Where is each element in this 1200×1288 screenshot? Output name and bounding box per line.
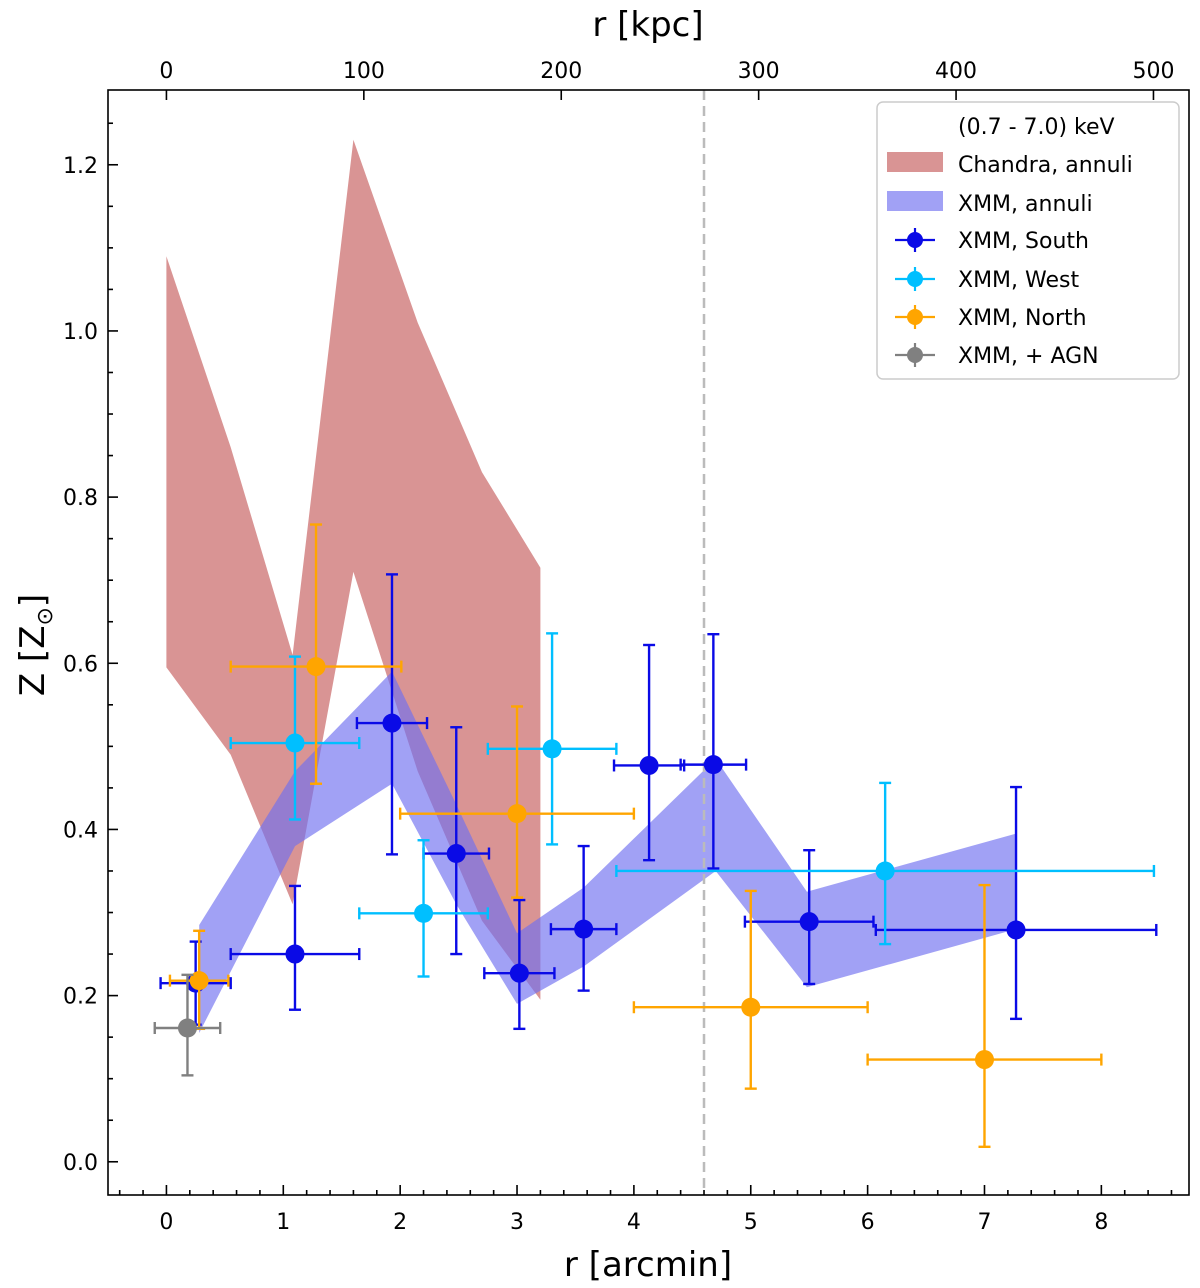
point-xmm-west-1-marker (414, 903, 434, 923)
legend-label-xmm-annuli: XMM, annuli (958, 192, 1093, 217)
x-tick-label-1: 1 (276, 1210, 290, 1235)
legend-marker-xmm-agn (895, 343, 935, 367)
x-axis-title: r [arcmin] (564, 1245, 732, 1285)
legend: (0.7 - 7.0) keV Chandra, annuli XMM, ann… (876, 101, 1180, 380)
point-xmm-south-9-marker (1006, 920, 1026, 940)
series-layer (153, 523, 1158, 1149)
x-tick-label-2: 2 (393, 1210, 407, 1235)
y-tick-label-4: 0.8 (63, 486, 98, 511)
legend-marker-xmm-north (895, 305, 935, 329)
top-tick-label-2: 200 (540, 59, 582, 84)
y-axis-title-close: ] (13, 594, 53, 607)
x-tick-label-8: 8 (1094, 1210, 1108, 1235)
point-xmm-north-1-marker (306, 657, 326, 677)
point-xmm-south-5-marker (574, 919, 594, 939)
legend-box (876, 101, 1180, 380)
series-xmm-west (229, 632, 1156, 978)
point-xmm-south-2-marker (382, 713, 402, 733)
x-tick-label-0: 0 (159, 1210, 173, 1235)
point-xmm-agn-0-marker (177, 1018, 197, 1038)
y-axis-title-main: Z [Z (13, 626, 53, 697)
point-xmm-south-3-marker (446, 844, 466, 864)
x-tick-label-4: 4 (627, 1210, 641, 1235)
legend-marker-xmm-west (895, 267, 935, 291)
y-tick-label-6: 1.2 (63, 154, 98, 179)
top-axis-title: r [kpc] (592, 5, 703, 45)
x-tick-label-5: 5 (744, 1210, 758, 1235)
point-xmm-north-0-marker (189, 971, 209, 991)
x-tick-label-6: 6 (861, 1210, 875, 1235)
legend-label-xmm-west: XMM, West (958, 268, 1079, 293)
point-xmm-south-7-marker (703, 755, 723, 775)
point-xmm-south-1-marker (285, 944, 305, 964)
series-xmm-agn (153, 973, 222, 1077)
point-xmm-south-6-marker (639, 755, 659, 775)
point-xmm-south-4-marker (509, 963, 529, 983)
legend-label-xmm-agn: XMM, + AGN (958, 344, 1099, 369)
y-axis-title-sun-symbol: ⊙ (33, 607, 58, 625)
y-tick-label-3: 0.6 (63, 652, 98, 677)
series-xmm-north (168, 523, 1103, 1149)
legend-label-xmm-south: XMM, South (958, 229, 1089, 254)
band-xmm-annuli (199, 671, 1016, 1033)
point-xmm-west-3-marker (875, 861, 895, 881)
x-tick-label-7: 7 (977, 1210, 991, 1235)
y-tick-label-5: 1.0 (63, 320, 98, 345)
y-tick-label-1: 0.2 (63, 985, 98, 1010)
point-xmm-north-2-marker (507, 804, 527, 824)
y-axis-title: Z [Z⊙] (13, 594, 58, 696)
top-tick-label-5: 500 (1132, 59, 1174, 84)
y-tick-label-2: 0.4 (63, 818, 98, 843)
point-xmm-north-3-marker (741, 997, 761, 1017)
y-tick-label-0: 0.0 (63, 1151, 98, 1176)
point-xmm-south-8-marker (799, 912, 819, 932)
ticks-layer: 0 1 2 3 4 5 6 7 8 0.0 0.2 0.4 0.6 0.8 1.0 1.2 0 100 200 300… (63, 59, 1174, 1235)
legend-marker-xmm-south (895, 228, 935, 252)
top-tick-label-0: 0 (159, 59, 173, 84)
top-tick-label-4: 400 (935, 59, 977, 84)
top-tick-label-1: 100 (343, 59, 385, 84)
point-xmm-west-2-marker (542, 739, 562, 759)
x-tick-label-3: 3 (510, 1210, 524, 1235)
band-chandra-annuli (166, 139, 541, 1000)
point-xmm-north-4-marker (974, 1050, 994, 1070)
legend-label-xmm-north: XMM, North (958, 306, 1087, 331)
bands-layer (166, 139, 1016, 1033)
top-tick-label-3: 300 (738, 59, 780, 84)
point-xmm-west-0-marker (285, 733, 305, 753)
legend-swatch-xmm-annuli (887, 191, 943, 211)
legend-title: (0.7 - 7.0) keV (958, 115, 1115, 140)
series-xmm-south (159, 573, 1158, 1031)
legend-label-chandra-annuli: Chandra, annuli (958, 153, 1133, 178)
plot-frame (107, 89, 1190, 1196)
legend-swatch-chandra-annuli (887, 152, 943, 172)
